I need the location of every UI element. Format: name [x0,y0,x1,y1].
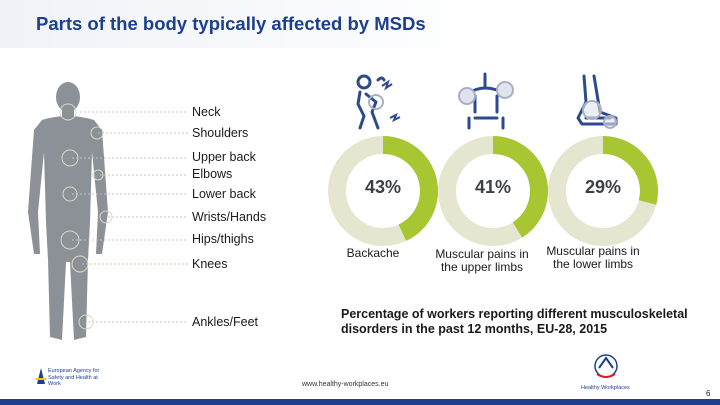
donut-backache: 43% [327,135,439,247]
value-upper-limbs: 41% [474,177,512,197]
label-elbows: Elbows [192,167,233,181]
eu-osha-logo-icon [36,368,46,384]
footer-url[interactable]: www.healthy-workplaces.eu [302,381,389,388]
category-lower-limbs: Muscular pains in the lower limbs [546,244,640,271]
donut-lower-limbs-svg [548,136,658,246]
donut-arc-lower-limbs [548,136,658,246]
body-silhouette-icon [28,82,108,340]
donut-lower-limbs: 29% [547,135,659,247]
label-lower-back: Lower back [192,187,256,201]
donut-upper-limbs: 41% [437,135,549,247]
label-upper-back: Upper back [192,150,256,164]
label-wrists-hands: Wrists/Hands [192,210,267,224]
upper-limbs-icon [458,72,514,130]
category-backache: Backache [346,246,400,260]
chart-caption: Percentage of workers reporting differen… [341,307,688,336]
lower-limbs-icon [576,74,618,129]
footer-bar [0,399,720,405]
donut-arc-upper-limbs [438,136,548,246]
label-hips-thighs: Hips/thighs [192,232,254,246]
back-pain-icon [356,74,401,130]
healthy-workplaces-logo-icon [594,354,618,378]
donut-backache-svg [328,136,438,246]
slide-title: Parts of the body typically affected by … [36,13,426,34]
label-ankles-feet: Ankles/Feet [192,315,259,329]
donut-arc-backache [328,136,438,246]
campaign-name: Healthy Workplaces [581,385,630,391]
page-number: 6 [706,389,711,398]
header-band [0,0,720,48]
label-knees: Knees [192,257,228,271]
agency-name: European Agency for Safety and Health at… [48,368,100,387]
value-backache: 43% [364,177,402,197]
value-lower-limbs: 29% [584,177,622,197]
label-shoulders: Shoulders [192,126,249,140]
donut-upper-limbs-svg [438,136,548,246]
category-upper-limbs: Muscular pains in the upper limbs [435,247,529,274]
label-neck: Neck [192,105,221,119]
